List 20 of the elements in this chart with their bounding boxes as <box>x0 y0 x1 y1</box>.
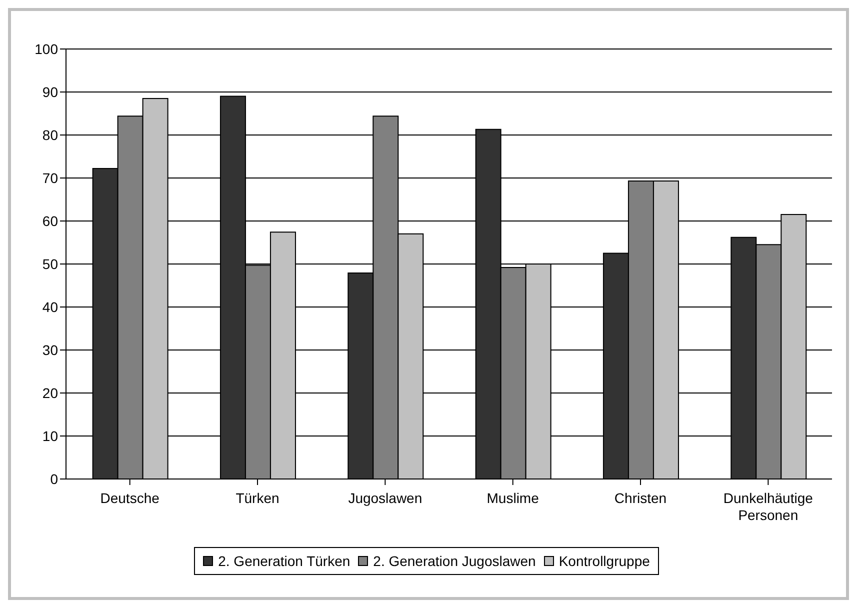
y-tick-label: 0 <box>50 470 58 487</box>
y-tick-label: 50 <box>42 256 58 272</box>
y-tick-label: 70 <box>42 170 58 186</box>
legend-label: Kontrollgruppe <box>558 553 650 569</box>
x-tick-label: Christen <box>614 490 667 506</box>
legend-label: 2. Generation Türken <box>218 553 350 569</box>
x-tick-label: Muslime <box>486 490 540 506</box>
x-tick-label: Jugoslawen <box>348 490 422 506</box>
y-tick-label: 80 <box>42 126 58 143</box>
y-tick-label: 40 <box>42 298 58 315</box>
x-tick-label: Türken <box>236 490 280 506</box>
y-tick-label: 60 <box>42 212 58 229</box>
y-tick-label: 10 <box>42 428 58 444</box>
y-tick-label: 30 <box>42 342 58 358</box>
y-tick-label: 90 <box>42 84 58 100</box>
x-tick-label: Deutsche <box>100 490 160 506</box>
legend-label: 2. Generation Jugoslawen <box>373 553 536 569</box>
x-tick-label: Dunkelhäutige Personen <box>723 490 814 523</box>
y-tick-label: 20 <box>42 384 58 401</box>
y-tick-label: 100 <box>34 40 58 57</box>
